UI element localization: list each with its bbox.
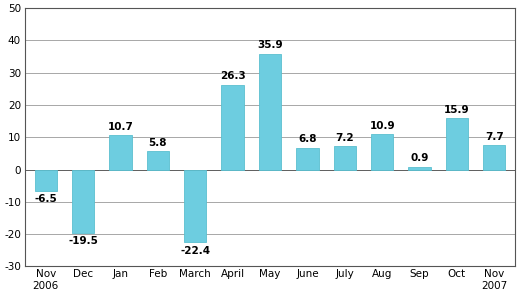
Bar	[35, 170, 57, 191]
Bar	[184, 170, 207, 242]
Text: 10.9: 10.9	[370, 121, 395, 131]
Bar	[408, 167, 431, 170]
Bar	[334, 146, 356, 170]
Text: 7.2: 7.2	[335, 133, 354, 143]
Bar	[296, 148, 319, 170]
Bar	[147, 151, 169, 170]
Text: -6.5: -6.5	[34, 194, 57, 204]
Bar	[72, 170, 94, 232]
Bar	[446, 118, 468, 170]
Text: 26.3: 26.3	[220, 71, 245, 81]
Text: 7.7: 7.7	[485, 132, 503, 142]
Bar	[483, 145, 506, 170]
Text: 15.9: 15.9	[444, 105, 470, 115]
Text: 10.7: 10.7	[107, 122, 133, 132]
Bar	[371, 135, 393, 170]
Text: 0.9: 0.9	[411, 153, 429, 163]
Bar	[110, 135, 132, 170]
Bar	[259, 54, 281, 170]
Bar	[222, 85, 244, 170]
Text: 35.9: 35.9	[257, 40, 283, 50]
Text: 6.8: 6.8	[298, 135, 317, 145]
Text: -19.5: -19.5	[68, 236, 98, 246]
Text: 5.8: 5.8	[148, 138, 167, 148]
Text: -22.4: -22.4	[180, 246, 210, 256]
